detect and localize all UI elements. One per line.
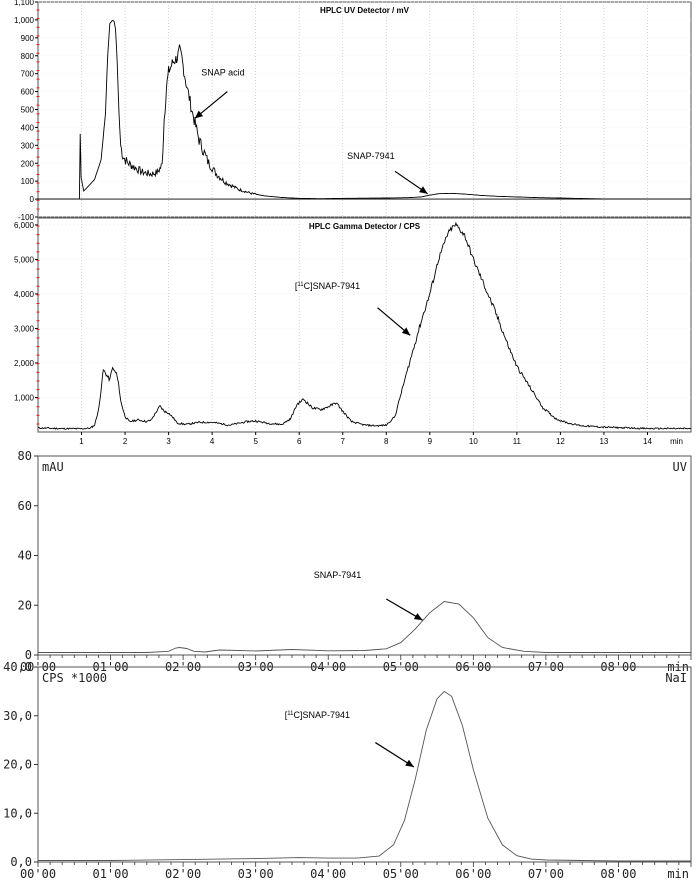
y-tick-label: 10,0 (3, 806, 32, 820)
panel-1: -100 0 100 200 300 400 500 600 700 800 900 1,000 1,1… (14, 0, 692, 222)
annotation-arrow-11c-snap-7941 (377, 307, 411, 336)
x-unit-label: min (667, 867, 689, 880)
arrow-head (194, 110, 204, 119)
x-tick-label: 08'00 (600, 867, 636, 880)
x-tick-label: 7 (341, 437, 346, 446)
x-tick-label: 06'00 (455, 867, 491, 880)
x-tick-label: 1 (79, 437, 84, 446)
plot-frame (37, 217, 692, 433)
y-tick-label: 600 (21, 88, 35, 97)
x-tick-label: 8 (384, 437, 389, 446)
x-tick-label: 02'00 (165, 867, 201, 880)
y-tick-label: 200 (21, 159, 35, 168)
series-line (38, 601, 691, 653)
y-tick-label: 20 (18, 598, 32, 612)
detector-label: NaI (665, 671, 687, 685)
x-tick-label: 9 (428, 437, 433, 446)
y-tick-label: 6,000 (14, 221, 35, 230)
x-tick-label: 07'00 (528, 867, 564, 880)
arrow-head (419, 186, 428, 194)
annotation-snap-7941-mau: SNAP-7941 (314, 570, 362, 580)
annotation-arrow-snap-7941-uv (394, 170, 428, 195)
y-tick-label: 900 (21, 34, 35, 43)
y-tick-label: 700 (21, 70, 35, 79)
y-tick-label: 1,100 (14, 0, 35, 7)
x-tick-label: 5 (253, 437, 258, 446)
y-tick-label: 40,0 (3, 660, 32, 674)
x-tick-label: 2 (123, 437, 128, 446)
x-tick-label: 4 (210, 437, 215, 446)
x-tick-label: 04'00 (310, 867, 346, 880)
y-tick-label: 400 (21, 123, 35, 132)
y-tick-label: 60 (18, 499, 32, 513)
y-tick-label: 30,0 (3, 709, 32, 723)
annotation-11c-snap-7941-nai: [11C]SNAP-7941 (285, 710, 350, 720)
y-tick-label: 80 (18, 449, 32, 463)
y-tick-label: 1,000 (14, 393, 35, 402)
x-tick-label: 10 (469, 437, 478, 446)
y-tick-label: 2,000 (14, 359, 35, 368)
series-line (38, 19, 691, 200)
y-tick-label: 20,0 (3, 758, 32, 772)
y-unit-label: mAU (42, 460, 64, 474)
arrow-head (413, 613, 423, 621)
series-line (37, 221, 692, 430)
y-tick-label: -100 (18, 213, 35, 222)
panel-2: 1,000 2,000 3,000 4,000 5,000 6,000 HPLC Gamma… (14, 217, 692, 446)
arrow-head (401, 327, 411, 336)
y-tick-label: 1,000 (14, 16, 35, 25)
x-tick-label: 05'00 (383, 867, 419, 880)
x-tick-label: 01'00 (92, 867, 128, 880)
y-tick-label: 100 (21, 177, 35, 186)
y-tick-label: 300 (21, 141, 35, 150)
y-tick-label: 3,000 (14, 324, 35, 333)
panel-title: HPLC Gamma Detector / CPS (309, 222, 421, 231)
y-tick-label: 40 (18, 549, 32, 563)
x-tick-label: 03'00 (238, 867, 274, 880)
y-tick-label: 500 (21, 106, 35, 115)
x-tick-label: 12 (556, 437, 565, 446)
panel-4: 0,0 10,0 20,0 30,0 40,0 00'00 01'00 02'00 03'00 0… (3, 660, 692, 881)
y-tick-label: 0 (25, 648, 32, 662)
x-tick-label: 14 (643, 437, 652, 446)
y-tick-label: 5,000 (14, 255, 35, 264)
y-tick-label: 0 (30, 195, 35, 204)
x-tick-label: 13 (599, 437, 608, 446)
x-unit-label: min (670, 437, 683, 446)
annotation-arrow-snap-7941-mau (385, 598, 423, 621)
annotation-arrow-snap-acid (194, 91, 228, 119)
annotation-snap-7941-uv: SNAP-7941 (347, 151, 395, 161)
series-line (38, 690, 691, 862)
y-unit-label: CPS *1000 (42, 671, 107, 685)
x-tick-label: 00'00 (20, 867, 56, 880)
y-tick-label: 4,000 (14, 290, 35, 299)
annotation-snap-acid: SNAP acid (201, 67, 244, 77)
annotation-11c-snap-7941: [11C]SNAP-7941 (295, 281, 360, 291)
y-tick-label: 0,0 (10, 855, 32, 869)
x-tick-label: 6 (297, 437, 302, 446)
x-tick-label: 3 (166, 437, 171, 446)
arrow-head (405, 759, 414, 767)
y-tick-label: 800 (21, 52, 35, 61)
annotation-arrow-11c-snap-7941-nai (375, 742, 415, 768)
x-tick-label: 11 (513, 437, 522, 446)
detector-label: UV (673, 460, 687, 474)
panel-title: HPLC UV Detector / mV (320, 6, 410, 15)
